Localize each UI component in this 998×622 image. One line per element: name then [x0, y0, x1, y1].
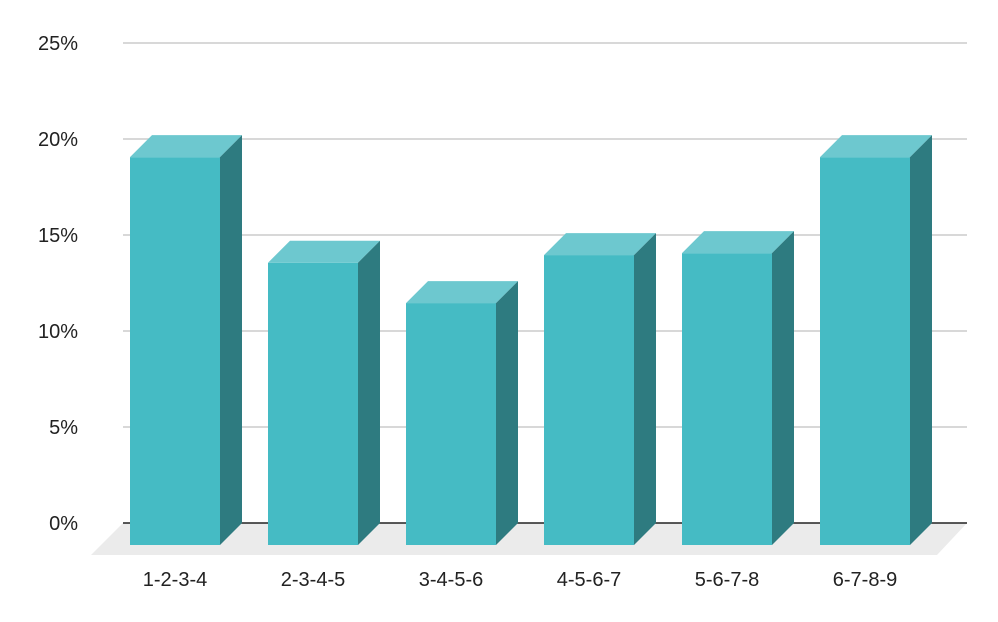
- bar-side-face: [358, 240, 380, 545]
- x-category-label: 4-5-6-7: [557, 569, 621, 591]
- bar-front-face: [268, 262, 358, 545]
- bar-front-face: [130, 157, 220, 545]
- bar: [406, 281, 518, 545]
- y-tick-label: 25%: [38, 33, 78, 55]
- bar-side-face: [496, 281, 518, 545]
- bar-top-face: [820, 135, 932, 158]
- bar-front-face: [544, 255, 634, 545]
- y-tick-label: 10%: [38, 321, 78, 343]
- y-tick-label: 20%: [38, 129, 78, 151]
- bar-top-face: [544, 233, 656, 256]
- y-tick-label: 15%: [38, 225, 78, 247]
- y-tick-label: 5%: [49, 417, 78, 439]
- bar-side-face: [772, 231, 794, 545]
- y-axis-tick-labels: 0% 5% 10% 15% 20% 25%: [38, 33, 78, 535]
- bar-front-face: [820, 157, 910, 545]
- bar: [682, 231, 794, 545]
- bar-top-face: [406, 281, 518, 304]
- bar: [820, 135, 932, 545]
- bar-top-face: [268, 240, 380, 263]
- bar-front-face: [406, 303, 496, 545]
- x-category-label: 1-2-3-4: [143, 569, 207, 591]
- x-category-label: 3-4-5-6: [419, 569, 483, 591]
- x-axis-category-labels: 1-2-3-4 2-3-4-5 3-4-5-6 4-5-6-7 5-6-7-8 6-7-8…: [143, 569, 897, 591]
- x-category-label: 6-7-8-9: [833, 569, 897, 591]
- bar: [268, 240, 380, 545]
- bar-side-face: [634, 233, 656, 545]
- bar: [544, 233, 656, 545]
- bar-front-face: [682, 253, 772, 545]
- y-tick-label: 0%: [49, 513, 78, 535]
- bar-top-face: [130, 135, 242, 158]
- x-category-label: 5-6-7-8: [695, 569, 759, 591]
- bar-side-face: [220, 135, 242, 545]
- bar: [130, 135, 242, 545]
- x-category-label: 2-3-4-5: [281, 569, 345, 591]
- bar-top-face: [682, 231, 794, 254]
- bar-side-face: [910, 135, 932, 545]
- bars: [130, 135, 932, 545]
